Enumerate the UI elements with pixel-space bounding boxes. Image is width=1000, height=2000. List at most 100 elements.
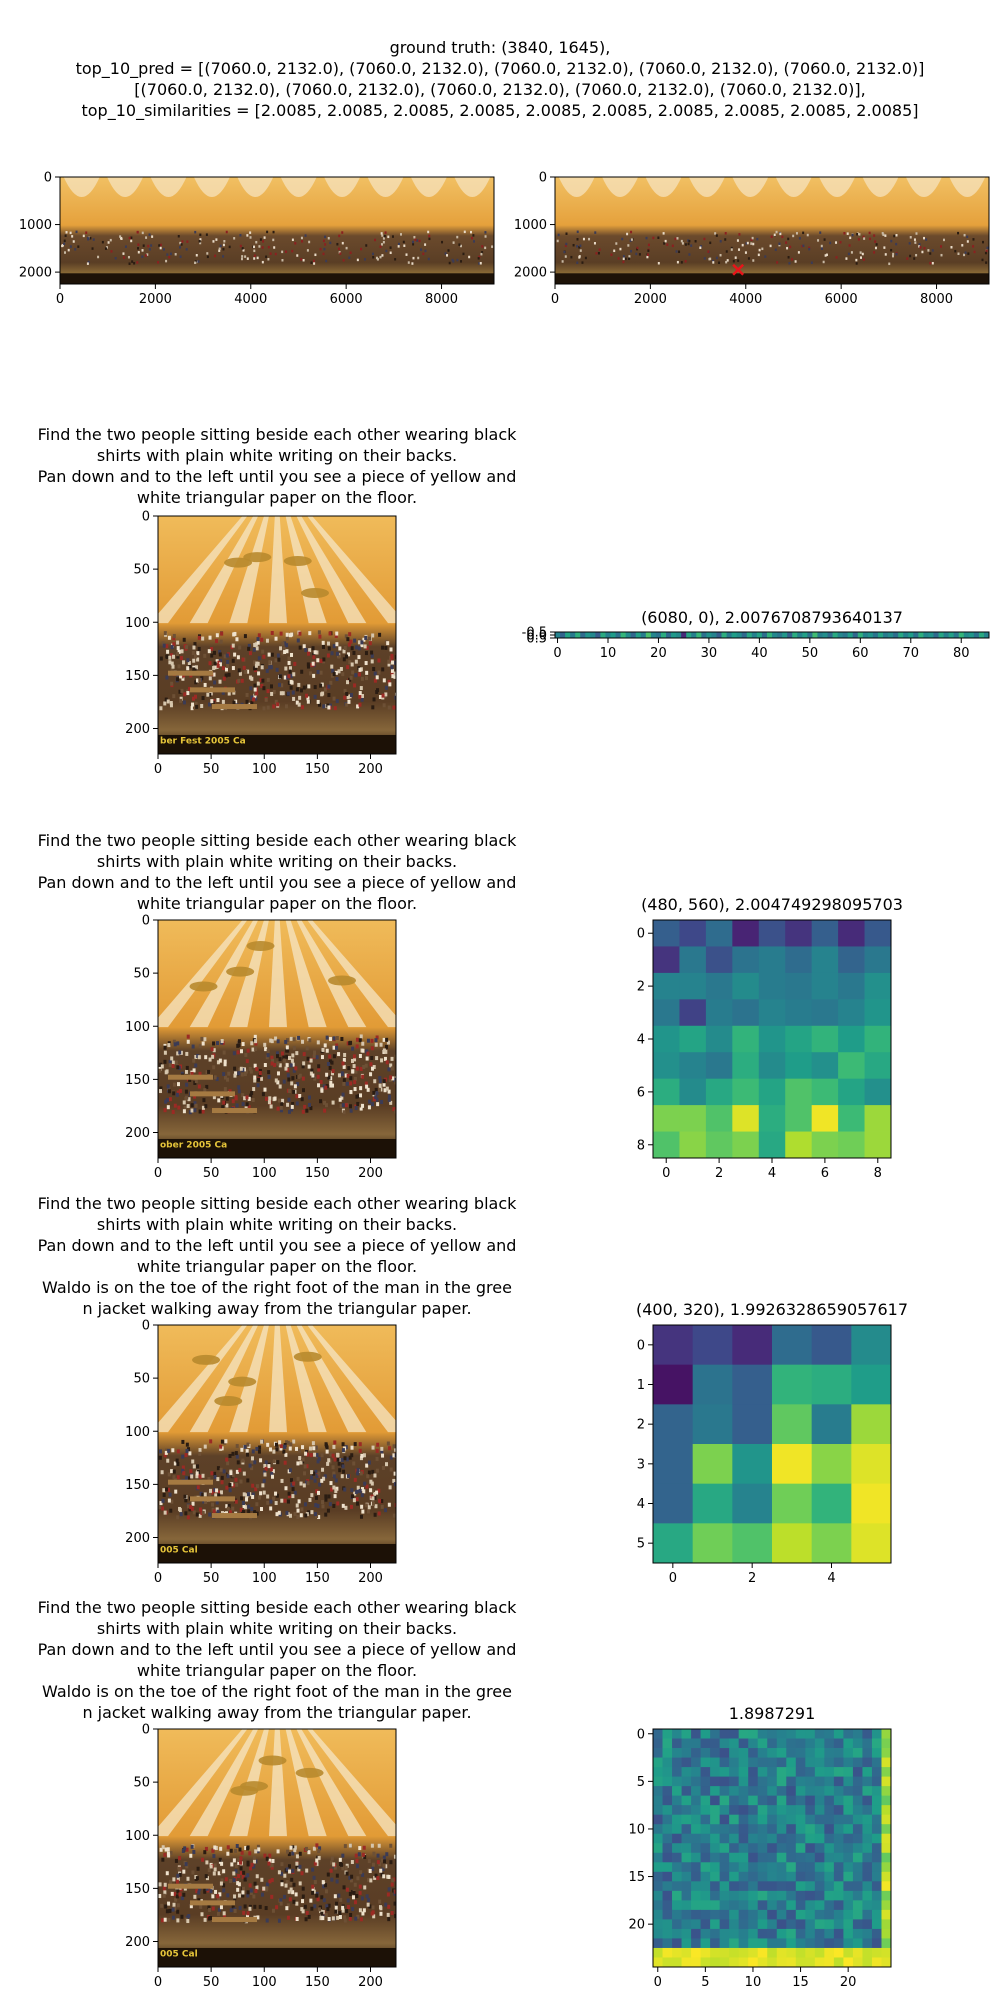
x-tick-label: 15 [792,1975,809,1990]
heatmap-cell [795,1729,806,1739]
heatmap-cell [785,972,813,1000]
subplot-title-line: Waldo is on the toe of the right foot of… [42,1682,512,1701]
heatmap-cell [862,1757,873,1768]
heatmap-cell [691,1748,701,1758]
heatmap-cell [827,632,833,639]
heatmap-cell [881,1947,892,1958]
heatmap-cell [732,1105,760,1132]
heatmap-cell [681,1824,692,1835]
heatmap-cell [710,1947,721,1958]
x-tick-label: 50 [203,1166,220,1181]
heatmap-cell [833,1729,844,1739]
heatmap-cell [738,1843,749,1854]
heatmap-cell [805,1729,816,1739]
heatmap-cell [662,1767,673,1777]
y-tick-label: 0 [142,1319,150,1334]
heatmap-cell [852,1824,863,1835]
heatmap-cell [767,1843,778,1854]
heatmap-cell [881,1786,892,1797]
heatmap-cell [710,1776,721,1787]
heatmap-cell [672,1795,682,1806]
heatmap-cell [776,1767,787,1777]
heatmap-cell [672,1909,682,1920]
heatmap-cell [871,1786,882,1797]
heatmap-cell [805,1947,816,1958]
heatmap-cell [758,1025,786,1053]
heatmap-cell [757,1824,768,1835]
heatmap-cell [681,1729,692,1739]
heatmap-cell [700,1938,711,1949]
heatmap-cell [662,1862,673,1873]
heatmap-cell [843,1786,854,1797]
heatmap-cell [824,1786,835,1797]
subplot-title-line: shirts with plain white writing on their… [97,852,457,871]
heatmap-cell [650,632,657,639]
heatmap-cell [757,1852,768,1863]
heatmap-cell [811,999,839,1027]
heatmap-cell [843,1776,854,1787]
heatmap-cells [653,1729,892,1968]
y-tick-label: 10 [628,1822,645,1837]
heatmap-cell [786,1814,797,1825]
heatmap-cell [672,1805,682,1816]
x-tick-label: 0 [654,1975,662,1990]
panorama-image [555,177,989,284]
y-tick-label: 150 [125,1478,150,1493]
heatmap-cell [824,1738,835,1749]
heatmap-cell [824,1767,835,1777]
heatmap-cell [729,1833,740,1844]
heatmap-cell [833,1890,844,1901]
heatmap-cell [805,1805,816,1816]
heatmap-cell [877,632,884,639]
heatmap-cell [786,1957,797,1968]
heatmap-cell [864,972,892,1000]
heatmap-cell [691,1928,701,1939]
heatmap-cell [864,1131,892,1159]
x-tick-label: 0 [154,1571,162,1586]
heatmap-cell [862,1824,873,1835]
x-tick-label: 20 [650,646,667,661]
heatmap-cell [748,1957,759,1968]
heatmap-cell [672,1776,682,1787]
y-tick-label: 1000 [19,218,52,233]
heatmap-cell [700,1748,711,1758]
heatmap-cell [758,999,786,1027]
heatmap-cell [662,1824,673,1835]
heatmap-cell [700,1786,711,1797]
heatmap-cell [862,1947,873,1958]
heatmap-cell [692,1404,733,1445]
heatmap-cell [785,1131,813,1159]
heatmap-cell [963,632,970,639]
heatmap-cell [795,1871,806,1882]
y-tick-label: 50 [133,1776,150,1791]
heatmap-cell [881,1881,892,1892]
heatmap-cell [767,1881,778,1892]
heatmap-cell [824,1938,835,1949]
heatmap-cell [786,1862,797,1873]
heatmap-cell [805,1795,816,1806]
heatmap-cell [691,1833,701,1844]
heatmap-cell [700,1890,711,1901]
subplot-7: Find the two people sitting beside each … [38,1194,518,1586]
heatmap-cell [662,1833,673,1844]
heatmap-cell [776,1786,787,1797]
heatmap-cell [805,1776,816,1787]
y-tick-label: 50 [133,563,150,578]
x-tick-label: 200 [358,1975,383,1990]
x-tick-label: 0 [662,1166,670,1181]
heatmap-cell [757,1776,768,1787]
y-tick-label: 0.0 [526,629,547,644]
heatmap-cell [732,999,760,1027]
heatmap-cells [653,1325,892,1564]
heatmap-cell [824,1957,835,1968]
heatmap-cell [862,1833,873,1844]
heatmap-cell [881,1843,892,1854]
heatmap-cell [660,632,667,639]
heatmap-cell [795,1767,806,1777]
heatmap-cell [757,1786,768,1797]
heatmap-cell [681,1957,692,1968]
heatmap-cell [833,1881,844,1892]
heatmap-cell [700,1852,711,1863]
heatmap-cell [757,1938,768,1949]
heatmap-cell [795,1738,806,1749]
